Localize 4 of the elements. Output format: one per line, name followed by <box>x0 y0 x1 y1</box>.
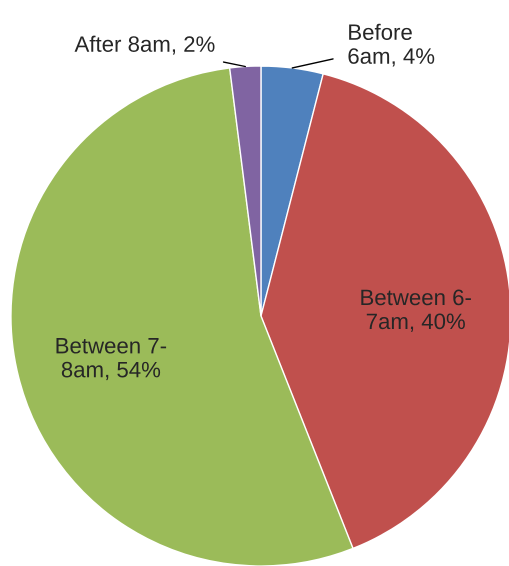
slice-label: Between 6- 7am, 40% <box>361 290 471 332</box>
slice-label: Between 7- 8am, 54% <box>56 338 166 380</box>
slice-label: Before 6am, 4% <box>348 24 434 67</box>
slice-label: After 8am, 2% <box>74 36 215 55</box>
